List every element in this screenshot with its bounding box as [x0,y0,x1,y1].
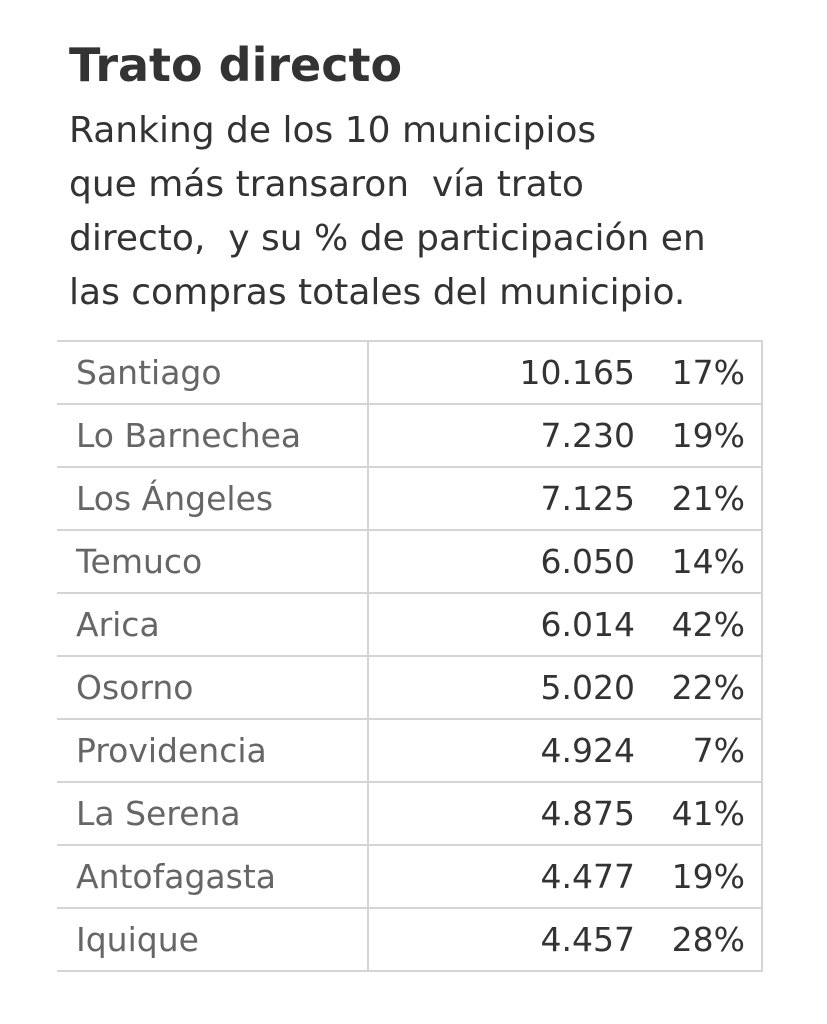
table-row: Los Ángeles 7.125 21% [57,468,763,531]
amount-value: 4.457 [540,920,635,959]
table-row: Arica 6.014 42% [57,594,763,657]
table-row: Providencia 4.924 7% [57,720,763,783]
values-cell: 5.020 22% [369,657,763,718]
values-cell: 10.165 17% [369,342,763,403]
subtitle-line: Ranking de los 10 municipios [69,110,597,151]
percent-value: 21% [671,479,745,518]
table-row: Temuco 6.050 14% [57,531,763,594]
page-title: Trato directo [69,38,403,92]
amount-value: 7.230 [540,416,635,455]
municipality-name: Providencia [57,720,369,781]
amount-value: 4.477 [540,857,635,896]
table-row: Osorno 5.020 22% [57,657,763,720]
percent-value: 28% [671,920,745,959]
subtitle-line: las compras totales del municipio. [69,272,686,313]
municipality-name: Los Ángeles [57,468,369,529]
percent-value: 17% [671,353,745,392]
table-row: La Serena 4.875 41% [57,783,763,846]
percent-value: 19% [671,416,745,455]
amount-value: 5.020 [540,668,635,707]
amount-value: 6.014 [540,605,635,644]
values-cell: 4.477 19% [369,846,763,907]
municipality-name: Iquique [57,909,369,970]
municipality-name: La Serena [57,783,369,844]
values-cell: 4.875 41% [369,783,763,844]
subtitle-line: que más transaron vía trato [69,164,584,205]
amount-value: 10.165 [519,353,635,392]
amount-value: 6.050 [540,542,635,581]
subtitle-line: directo, y su % de participación en [69,218,706,259]
municipality-name: Arica [57,594,369,655]
percent-value: 14% [671,542,745,581]
values-cell: 7.230 19% [369,405,763,466]
percent-value: 41% [671,794,745,833]
percent-value: 42% [671,605,745,644]
subtitle: Ranking de los 10 municipios que más tra… [69,104,789,320]
percent-value: 22% [671,668,745,707]
amount-value: 4.875 [540,794,635,833]
values-cell: 4.457 28% [369,909,763,970]
values-cell: 7.125 21% [369,468,763,529]
municipality-name: Osorno [57,657,369,718]
values-cell: 4.924 7% [369,720,763,781]
percent-value: 19% [671,857,745,896]
percent-value: 7% [692,731,745,770]
municipality-name: Santiago [57,342,369,403]
municipality-name: Temuco [57,531,369,592]
amount-value: 4.924 [540,731,635,770]
table-row: Santiago 10.165 17% [57,342,763,405]
table-row: Iquique 4.457 28% [57,909,763,970]
values-cell: 6.050 14% [369,531,763,592]
municipality-name: Antofagasta [57,846,369,907]
table-row: Lo Barnechea 7.230 19% [57,405,763,468]
ranking-table: Santiago 10.165 17% Lo Barnechea 7.230 1… [57,340,763,972]
table-row: Antofagasta 4.477 19% [57,846,763,909]
values-cell: 6.014 42% [369,594,763,655]
amount-value: 7.125 [540,479,635,518]
municipality-name: Lo Barnechea [57,405,369,466]
